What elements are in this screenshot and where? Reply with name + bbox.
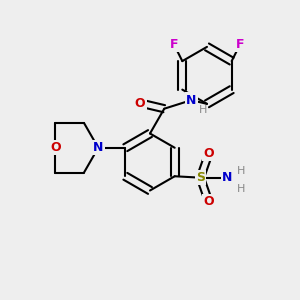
Text: H: H [236,184,245,194]
Text: N: N [222,171,233,184]
Text: H: H [199,105,207,115]
Text: N: N [186,94,196,107]
Text: O: O [204,147,214,160]
Text: F: F [169,38,178,50]
Text: H: H [236,166,245,176]
Text: O: O [204,195,214,208]
Text: N: N [93,141,104,154]
Text: S: S [196,171,205,184]
Text: O: O [135,97,145,110]
Text: O: O [50,141,61,154]
Text: F: F [236,38,244,50]
